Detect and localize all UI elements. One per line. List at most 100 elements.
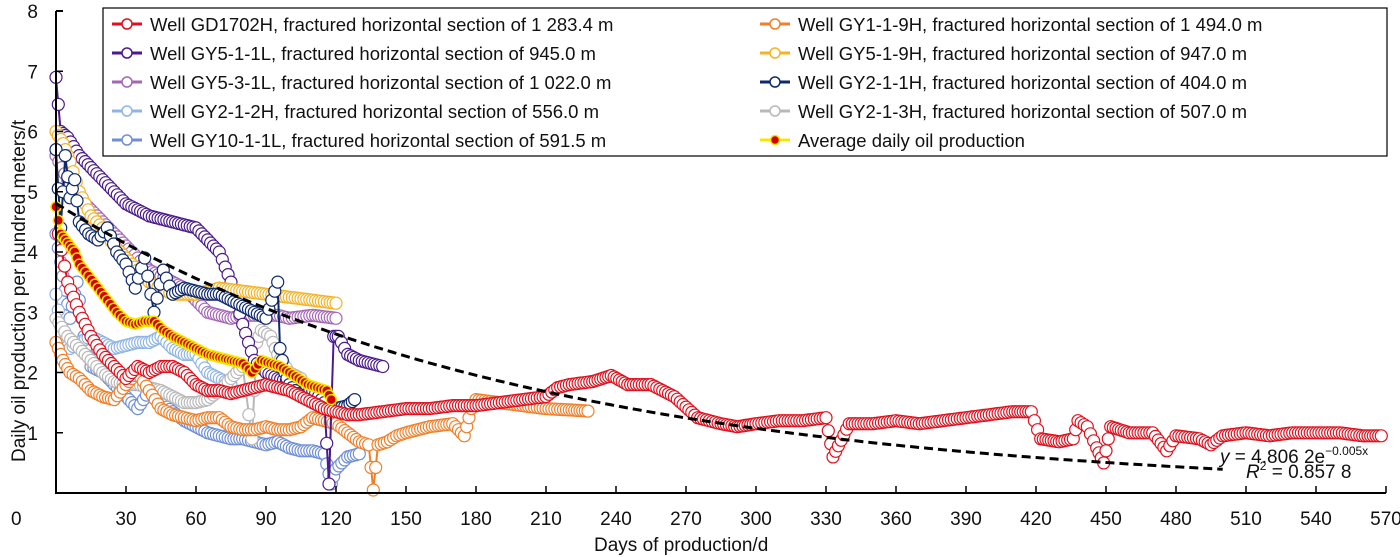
x-tick-label: 150 [390,509,422,530]
data-point [273,341,287,355]
legend-marker [769,47,781,59]
data-point [271,275,285,289]
y-tick-label: 1 [27,424,38,445]
data-point [581,404,595,418]
x-ticks: 30 60 90 120 150 180 210 240 270 300 330 360 390 420 4… [115,486,1400,530]
data-point [320,436,334,450]
data-point [150,291,164,305]
data-point [329,296,343,310]
x-tick-label: 210 [530,509,562,530]
series-5 [49,335,595,497]
legend-label: Well GY10-1-1L, fractured horizontal sec… [150,130,606,151]
data-point [366,483,380,497]
y-tick-label: 6 [27,123,38,144]
data-point [322,477,336,491]
y-axis-title: Daily oil production per hundred meters/… [9,119,30,462]
series-layer [49,70,1388,497]
x-tick-label: 570 [1370,509,1400,530]
x-tick-label: 120 [320,509,352,530]
legend-marker [121,76,133,88]
legend-item: Well GY10-1-1L, fractured horizontal sec… [112,130,606,151]
data-point [821,424,835,438]
legend-item: Well GD1702H, fractured horizontal secti… [112,14,613,35]
legend: Well GD1702H, fractured horizontal secti… [102,7,1388,157]
data-point [242,408,256,422]
x-tick-label: 180 [460,509,492,530]
legend-item: Well GY5-1-9H, fractured horizontal sect… [760,43,1247,64]
data-point [1099,444,1113,458]
data-point [58,149,72,163]
legend-marker [121,47,133,59]
x-tick-label: 450 [1090,509,1122,530]
legend-item: Well GY2-1-2H, fractured horizontal sect… [112,101,599,122]
data-point [819,411,833,425]
x-tick-label: 420 [1020,509,1052,530]
legend-item: Well GY1-1-9H, fractured horizontal sect… [760,14,1262,35]
data-point [51,97,65,112]
legend-label: Well GY5-1-1L, fractured horizontal sect… [150,43,596,64]
x-axis-title: Days of production/d [594,535,768,556]
data-point [52,214,65,227]
y-tick-label: 3 [27,303,38,324]
legend-label: Well GD1702H, fractured horizontal secti… [150,14,613,35]
x-tick-label: 540 [1300,509,1332,530]
x-tick-label: 300 [740,509,772,530]
legend-marker [769,134,781,146]
r-squared-text: R2 = 0.857 8 [1246,459,1351,483]
legend-box [102,7,1388,157]
legend-label: Well GY5-3-1L, fractured horizontal sect… [150,72,611,93]
y-tick-label: 8 [27,2,38,23]
data-point [369,460,383,474]
fit-layer [55,202,1223,471]
y-tick-label: 5 [27,183,38,204]
x-tick-label: 270 [670,509,702,530]
data-point [141,269,155,283]
data-point [376,359,390,374]
legend-label: Well GY2-1-1H, fractured horizontal sect… [798,72,1247,93]
legend-item: Average daily oil production [760,130,1025,151]
equation-text: y = 4.806 2e−0.005x [1218,444,1368,468]
legend-label: Well GY2-1-3H, fractured horizontal sect… [798,101,1247,122]
data-point [329,311,343,325]
y-ticks: 1 2 3 4 5 6 7 8 [27,2,63,445]
legend-marker [121,134,133,146]
x-tick-label: 480 [1160,509,1192,530]
legend-marker [769,105,781,117]
legend-marker [121,105,133,117]
legend-item: Well GY5-3-1L, fractured horizontal sect… [112,72,611,93]
x-tick-label: 510 [1230,509,1262,530]
x-tick-label: 390 [950,509,982,530]
x-tick-label: 330 [810,509,842,530]
series-0 [51,227,1388,470]
legend-marker [769,76,781,88]
data-point [57,259,72,273]
legend-marker [121,18,133,30]
y-tick-label: 7 [27,62,38,83]
data-point [68,173,82,187]
legend-label: Average daily oil production [798,130,1025,151]
x-tick-label: 240 [600,509,632,530]
legend-label: Well GY2-1-2H, fractured horizontal sect… [150,101,599,122]
fit-line [55,202,1223,471]
y-tick-label: 4 [27,243,38,264]
x-tick-label: 360 [880,509,912,530]
legend-label: Well GY5-1-9H, fractured horizontal sect… [798,43,1247,64]
x-tick-label: 30 [115,509,136,530]
legend-item: Well GY2-1-1H, fractured horizontal sect… [760,72,1247,93]
data-point [325,393,338,406]
data-point [348,393,362,407]
legend-label: Well GY1-1-9H, fractured horizontal sect… [798,14,1262,35]
x-tick-label: 90 [255,509,276,530]
y-tick-label-zero: 0 [11,509,22,530]
legend-marker [769,18,781,30]
y-tick-label: 2 [27,364,38,385]
data-point [1374,429,1388,443]
series-9 [50,201,338,406]
legend-item: Well GY5-1-1L, fractured horizontal sect… [112,43,596,64]
data-point [70,194,84,208]
fit-equation: y = 4.806 2e−0.005x R2 = 0.857 8 [1218,444,1368,483]
x-tick-label: 60 [185,509,206,530]
legend-item: Well GY2-1-3H, fractured horizontal sect… [760,101,1247,122]
data-point [1101,432,1115,446]
